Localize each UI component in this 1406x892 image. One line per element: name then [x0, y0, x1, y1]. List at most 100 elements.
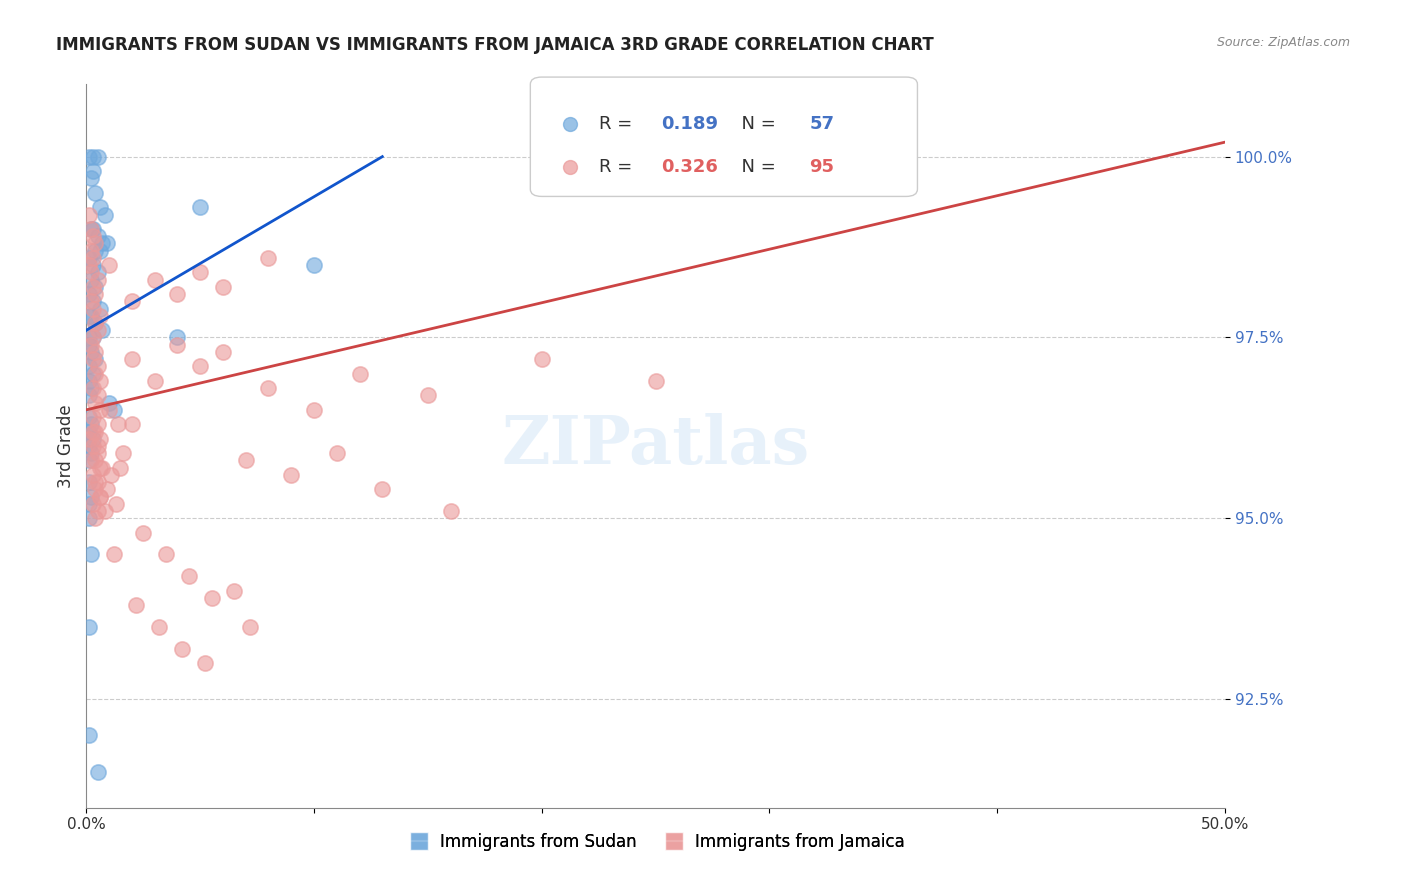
- Point: [84, 316, 107, 330]
- Point: [84, 316, 107, 330]
- Point: [84, 280, 107, 294]
- Point: [84, 236, 107, 251]
- Point: [82, 301, 104, 316]
- Point: [84, 345, 107, 359]
- Point: [77, 497, 100, 511]
- Point: [82, 467, 104, 482]
- Point: [326, 446, 349, 460]
- Point: [89, 301, 111, 316]
- Text: 57: 57: [810, 115, 834, 133]
- Point: [170, 641, 193, 656]
- Point: [143, 272, 166, 286]
- Point: [89, 244, 111, 258]
- Point: [80, 453, 103, 467]
- Point: [257, 251, 280, 265]
- Point: [82, 280, 104, 294]
- Point: [77, 620, 100, 634]
- Text: 0.189: 0.189: [661, 115, 718, 133]
- Point: [77, 453, 100, 467]
- Point: [80, 294, 103, 309]
- Point: [100, 467, 122, 482]
- Point: [82, 410, 104, 425]
- Point: [84, 352, 107, 367]
- Point: [77, 258, 100, 272]
- Point: [80, 490, 103, 504]
- Point: [77, 410, 100, 425]
- Point: [86, 388, 108, 402]
- Point: [80, 309, 103, 323]
- Point: [82, 432, 104, 446]
- Point: [82, 425, 104, 439]
- Point: [77, 337, 100, 351]
- Point: [194, 656, 217, 670]
- Point: [84, 367, 107, 381]
- FancyBboxPatch shape: [530, 77, 918, 196]
- Text: Source: ZipAtlas.com: Source: ZipAtlas.com: [1216, 36, 1350, 49]
- Point: [188, 359, 211, 374]
- Point: [77, 251, 100, 265]
- Point: [84, 186, 107, 200]
- Point: [77, 511, 100, 525]
- Point: [166, 337, 188, 351]
- Text: ZIPatlas: ZIPatlas: [502, 414, 810, 478]
- Point: [224, 583, 246, 598]
- Text: 95: 95: [810, 159, 834, 177]
- Point: [104, 497, 127, 511]
- Point: [98, 258, 121, 272]
- Point: [89, 490, 111, 504]
- Point: [143, 374, 166, 388]
- Point: [84, 287, 107, 301]
- Point: [80, 222, 103, 236]
- Point: [80, 272, 103, 286]
- Point: [371, 483, 394, 497]
- Point: [80, 265, 103, 279]
- Point: [80, 222, 103, 236]
- Point: [98, 395, 121, 409]
- Point: [257, 381, 280, 395]
- Point: [89, 402, 111, 417]
- Point: [188, 265, 211, 279]
- Point: [416, 388, 439, 402]
- Point: [84, 475, 107, 490]
- Point: [91, 236, 114, 251]
- Point: [89, 200, 111, 214]
- Point: [82, 258, 104, 272]
- Point: [121, 294, 143, 309]
- Point: [77, 432, 100, 446]
- Point: [302, 258, 325, 272]
- Point: [280, 467, 302, 482]
- Point: [82, 294, 104, 309]
- Point: [86, 764, 108, 779]
- Point: [125, 598, 148, 612]
- Point: [84, 244, 107, 258]
- Point: [84, 483, 107, 497]
- Point: [77, 330, 100, 344]
- Point: [77, 207, 100, 221]
- Point: [84, 453, 107, 467]
- Point: [80, 548, 103, 562]
- Point: [82, 330, 104, 344]
- Point: [77, 475, 100, 490]
- Point: [91, 323, 114, 337]
- Point: [644, 374, 666, 388]
- Point: [166, 287, 188, 301]
- Point: [110, 460, 132, 475]
- Point: [91, 460, 114, 475]
- Point: [111, 446, 134, 460]
- Point: [86, 265, 108, 279]
- Point: [89, 432, 111, 446]
- Point: [96, 236, 118, 251]
- Point: [82, 164, 104, 178]
- Y-axis label: 3rd Grade: 3rd Grade: [58, 404, 75, 488]
- Point: [77, 359, 100, 374]
- Point: [89, 490, 111, 504]
- Point: [132, 525, 155, 540]
- Point: [82, 229, 104, 244]
- Point: [84, 511, 107, 525]
- Point: [80, 417, 103, 432]
- Point: [82, 330, 104, 344]
- Point: [80, 337, 103, 351]
- Point: [86, 323, 108, 337]
- Point: [82, 150, 104, 164]
- Point: [82, 352, 104, 367]
